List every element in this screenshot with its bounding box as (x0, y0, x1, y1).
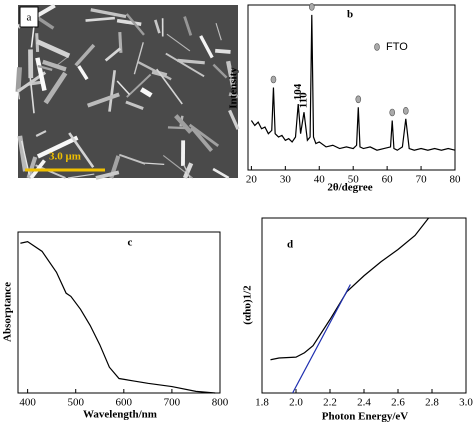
plot-frame (248, 5, 455, 170)
x-tick-label: 3.0 (459, 397, 473, 409)
data-line (20, 242, 215, 393)
legend-label: FTO (386, 41, 408, 53)
y-axis-label: Intensity (228, 67, 240, 109)
x-tick-label: 1.8 (255, 397, 269, 409)
scale-bar-label: 3.0 μm (49, 151, 81, 163)
x-tick-label: 60 (382, 174, 394, 186)
y-axis-label: (αhυ)1/2 (242, 285, 254, 325)
peak-annotation: 110 (298, 92, 310, 108)
fto-marker (390, 109, 395, 116)
fto-marker (271, 76, 276, 83)
x-axis-label: Wavelength/nm (83, 409, 157, 421)
data-line (293, 285, 351, 394)
x-tick-label: 2.2 (323, 397, 337, 409)
y-axis-label: Absorptance (2, 282, 14, 342)
x-tick-label: 2.4 (357, 397, 371, 409)
x-tick-label: 70 (416, 174, 428, 186)
x-tick-label: 400 (19, 397, 36, 409)
fto-marker (309, 3, 314, 10)
fto-marker (403, 107, 408, 114)
x-tick-label: 2.6 (391, 397, 405, 409)
fto-marker (356, 96, 361, 103)
panel-label: a (27, 12, 32, 24)
plot-frame (18, 232, 220, 393)
panel-label: b (347, 9, 353, 21)
x-tick-label: 40 (314, 174, 326, 186)
nanosheet (215, 51, 230, 52)
x-axis-label: Photon Energy/eV (322, 411, 409, 423)
x-tick-label: 30 (280, 174, 292, 186)
x-tick-label: 2.8 (425, 397, 439, 409)
x-tick-label: 800 (212, 397, 229, 409)
x-tick-label: 80 (450, 174, 462, 186)
x-tick-label: 700 (164, 397, 181, 409)
panel-label: d (287, 239, 293, 251)
data-line (271, 218, 429, 360)
x-tick-label: 20 (246, 174, 258, 186)
x-tick-label: 2.0 (289, 397, 303, 409)
x-tick-label: 600 (116, 397, 133, 409)
x-tick-label: 500 (67, 397, 84, 409)
nanosheet (168, 127, 187, 128)
legend-marker (375, 44, 380, 51)
nanosheet (18, 67, 20, 92)
data-line (251, 15, 455, 150)
panel-label: c (128, 237, 133, 249)
x-axis-label: 2θ/degree (327, 182, 372, 194)
